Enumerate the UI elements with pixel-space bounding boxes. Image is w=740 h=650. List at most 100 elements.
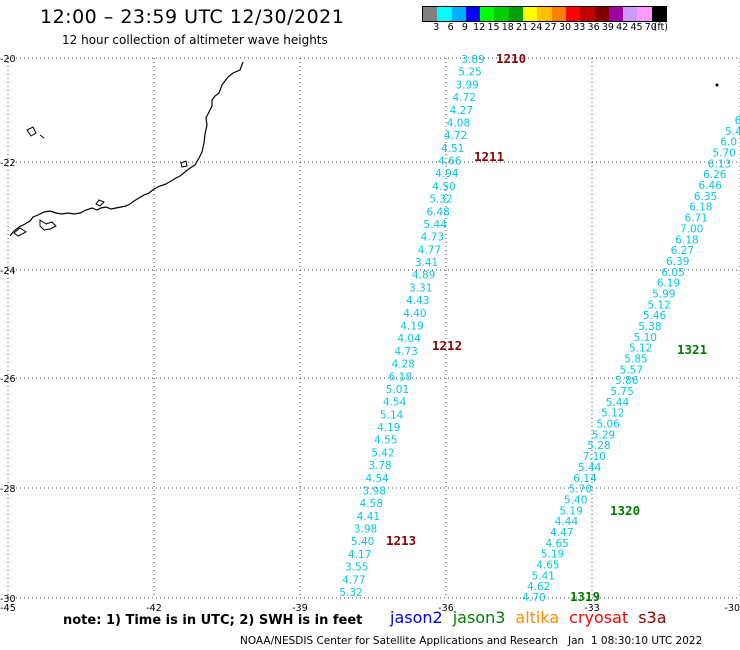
swh-value: 4.41 [357,511,380,523]
swh-value: 6.39 [666,256,689,268]
swh-value: 6 [735,115,740,127]
swh-value: 4.65 [545,538,568,550]
swh-value: 6.0 [720,137,737,149]
colorbar-labels: 3 6 9 12 15 18 21 24 27 30 33 36 39 42 45 70 (ft) [422,22,740,36]
colorbar-swatch [651,7,667,21]
page-title: 12:00 – 23:59 UTC 12/30/2021 [40,6,345,28]
pass-time-label: 1320 [610,503,640,518]
pass-time-label: 1212 [432,338,462,353]
swh-value: 5.44 [578,462,602,474]
colorbar-swatch [551,7,566,21]
swh-value: 5.44 [424,219,448,231]
colorbar-swatch [451,7,466,21]
swh-value: 4.08 [447,117,470,129]
lat-tick-label: -20 [0,54,16,65]
colorbar-swatch [465,7,481,21]
swh-value: 5.86 [615,375,639,387]
satellite-legend: jason2 jason3 altika cryosat s3a [390,608,677,627]
swh-value: 4.73 [421,232,444,244]
swh-value: 5.19 [541,549,564,561]
satellite-legend-item: jason2 [390,608,443,627]
swh-value: 4.73 [394,346,417,358]
swh-value: 5.99 [652,288,675,300]
swh-value: 6.18 [675,234,698,246]
swh-value: 3.78 [368,460,391,472]
colorbar-label: 45 [630,22,643,33]
lon-tick-label: -30 [724,603,740,614]
swh-value: 5.85 [624,354,647,366]
pass-time-label: 1210 [496,51,526,66]
lon-tick-label: -33 [584,603,600,614]
colorbar-label: 42 [616,22,629,33]
lat-tick-label: -26 [0,374,16,385]
colorbar-swatch [565,7,581,21]
swh-value: 5.42 [371,447,394,459]
swh-value: 4.17 [348,549,371,561]
lat-tick-label: -22 [0,158,16,169]
swh-value: 6.19 [657,278,680,290]
swh-value: 4.19 [400,321,423,333]
swh-value: 5.70 [712,148,735,160]
colorbar-swatch [537,7,552,21]
colorbar-label: 36 [587,22,600,33]
lon-tick-label: -42 [146,603,162,614]
coastline [9,61,719,237]
swh-value: 3.41 [415,257,438,269]
swh-value: 5.40 [564,494,587,506]
satellite-legend-item: jason3 [452,608,506,627]
lat-tick-label: -30 [0,594,16,605]
swh-value: 4.66 [438,156,462,168]
footer-note: note: 1) Time is in UTC; 2) SWH is in fe… [63,613,363,628]
swh-value: 5.57 [620,364,643,376]
swh-value: 5.14 [380,409,404,421]
colorbar-label: 30 [558,22,572,33]
swh-value: 5.38 [638,321,661,333]
satellite-legend-item: altika [515,608,560,627]
swh-value: 5.10 [634,332,657,344]
colorbar-swatch [508,7,524,21]
swh-value: 5.32 [429,194,452,206]
lat-tick-label: -28 [0,484,16,495]
swh-value: 5.01 [386,384,409,396]
pass-time-label: 1211 [474,149,504,164]
swh-value: 6.05 [661,267,684,279]
swh-value: 3.89 [461,54,484,66]
swh-value: 3.99 [455,79,478,91]
swh-value: 4.44 [555,516,579,528]
swh-value: 4.77 [418,244,441,256]
swh-value: 5.44 [606,397,630,409]
swh-value: 7.10 [583,451,606,463]
colorbar-swatch [423,7,438,21]
swh-value: 6.46 [698,180,722,192]
swh-value: 4.77 [342,574,365,586]
swh-value: 5.06 [596,419,620,431]
swh-value: 4.55 [374,435,397,447]
swh-value: 4.58 [360,498,383,510]
lon-tick-label: -39 [292,603,308,614]
swh-value: 3.31 [409,282,432,294]
track-a-swh-values: 3.895.253.994.724.274.084.724.514.664.94… [339,54,484,599]
swh-value: 5.19 [559,505,582,517]
axis-tick-labels: -45 -42 -39 -36 -33 -30 -20 -22 -24 -26 -28 -30 [0,54,740,614]
swh-value: 4.62 [527,581,550,593]
swh-value: 4.04 [397,333,421,345]
swh-value: 4.89 [412,270,435,282]
swh-value: 5.41 [532,570,555,582]
swh-value: 5.75 [610,386,633,398]
swh-value: 5.70 [569,484,592,496]
swh-value: 4.43 [406,295,429,307]
swh-value: 4.19 [377,422,400,434]
colorbar-label: 9 [461,22,468,33]
pass-time-label: 1213 [386,533,416,548]
pass-time-label: 1319 [570,589,600,604]
swh-value: 5.12 [629,343,652,355]
swh-value: 5.28 [587,440,610,452]
colorbar-swatch [594,7,609,21]
swh-value: 4.50 [432,181,455,193]
swh-value: 6.18 [689,202,712,214]
swh-value: 4.70 [522,592,545,604]
colorbar-swatch [580,7,595,21]
swh-value: 4.27 [450,105,473,117]
footer-credit: NOAA/NESDIS Center for Satellite Applica… [240,635,703,647]
